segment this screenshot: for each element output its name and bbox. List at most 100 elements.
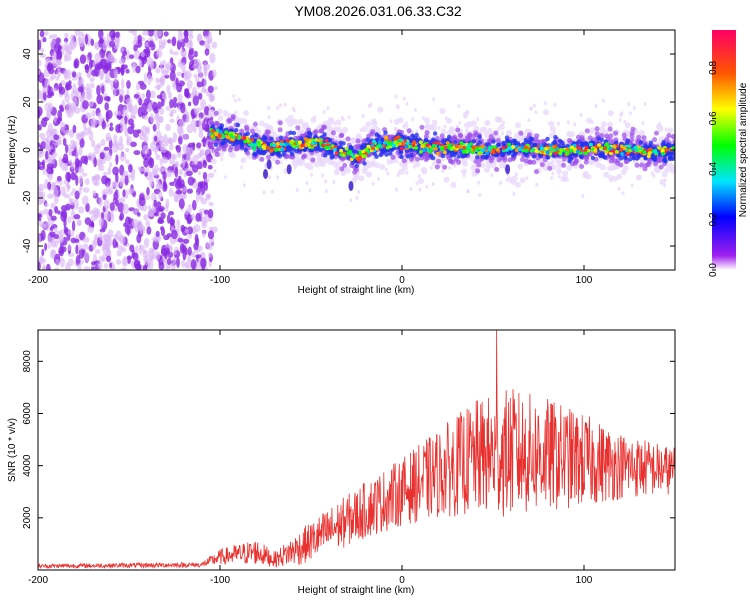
- noise-blob: [195, 212, 201, 222]
- noise-blob: [168, 112, 173, 117]
- noise-blob: [42, 266, 47, 270]
- signal-blob: [423, 134, 429, 139]
- signal-blob: [227, 118, 233, 124]
- faint-point: [267, 115, 271, 120]
- noise-blob: [138, 58, 143, 69]
- signal-blob: [510, 156, 516, 162]
- noise-blob: [159, 107, 165, 116]
- signal-blob: [341, 141, 346, 146]
- faint-point: [431, 182, 435, 187]
- snr-xlabel: Height of straight line (km): [298, 585, 415, 596]
- noise-blob: [143, 157, 150, 168]
- noise-blob: [131, 249, 136, 259]
- noise-blob: [70, 102, 77, 112]
- noise-blob: [143, 237, 150, 248]
- noise-blob: [113, 191, 119, 201]
- noise-blob: [78, 244, 83, 251]
- noise-blob: [186, 112, 190, 121]
- signal-blob: [353, 174, 360, 180]
- faint-point: [385, 167, 388, 172]
- noise-blob: [95, 249, 101, 254]
- signal-blob: [214, 120, 220, 126]
- signal-blob: [616, 153, 622, 158]
- noise-blob: [109, 122, 113, 127]
- x-tick-label: -200: [28, 575, 48, 586]
- signal-blob: [464, 152, 469, 157]
- noise-blob: [210, 95, 215, 102]
- signal-blob: [383, 130, 388, 135]
- faint-point: [525, 176, 529, 181]
- signal-blob: [366, 171, 373, 178]
- noise-blob: [68, 80, 72, 86]
- signal-blob: [423, 117, 430, 124]
- noise-blob: [143, 49, 149, 59]
- noise-blob: [115, 230, 122, 241]
- noise-blob: [122, 189, 126, 198]
- signal-blob: [332, 147, 337, 152]
- noise-blob: [173, 96, 178, 103]
- signal-blob: [393, 140, 398, 145]
- noise-blob: [82, 195, 89, 206]
- faint-point: [396, 105, 400, 110]
- faint-point: [617, 186, 621, 191]
- noise-blob: [107, 166, 112, 176]
- signal-blob: [579, 164, 585, 169]
- faint-point: [402, 96, 406, 101]
- signal-blob: [290, 154, 296, 160]
- signal-blob: [619, 144, 624, 149]
- noise-blob: [61, 157, 69, 164]
- signal-blob: [531, 148, 536, 152]
- noise-blob: [202, 136, 206, 148]
- noise-blob: [118, 88, 125, 96]
- signal-blob: [310, 141, 315, 145]
- noise-blob: [70, 162, 75, 170]
- faint-point: [305, 181, 309, 185]
- noise-blob: [109, 262, 113, 269]
- noise-blob: [143, 73, 148, 83]
- signal-blob: [470, 164, 477, 171]
- noise-blob: [207, 172, 215, 178]
- signal-blob: [458, 144, 463, 149]
- signal-blob: [432, 131, 438, 136]
- noise-blob: [38, 72, 45, 84]
- signal-blob: [310, 157, 316, 163]
- noise-blob: [113, 91, 117, 97]
- faint-point: [448, 165, 452, 170]
- noise-blob: [186, 214, 193, 224]
- signal-blob: [562, 170, 569, 177]
- spectrogram-ylabel: Frequency (Hz): [7, 116, 18, 185]
- noise-blob: [47, 242, 51, 249]
- signal-blob: [653, 161, 658, 167]
- noise-blob: [94, 63, 102, 71]
- signal-blob: [670, 167, 675, 174]
- signal-blob: [327, 159, 334, 165]
- noise-blob: [109, 202, 115, 212]
- faint-point: [220, 157, 224, 162]
- signal-blob: [580, 141, 585, 147]
- signal-blob: [512, 152, 517, 157]
- faint-point: [573, 122, 577, 127]
- signal-blob: [672, 139, 675, 145]
- signal-blob: [603, 146, 608, 150]
- signal-blob: [221, 140, 226, 146]
- signal-blob: [264, 129, 270, 135]
- faint-point: [279, 160, 283, 165]
- noise-blob: [60, 205, 68, 212]
- noise-blob: [178, 119, 186, 128]
- noise-blob: [115, 259, 122, 265]
- noise-blob: [96, 143, 102, 149]
- faint-point: [490, 173, 494, 178]
- signal-blob: [355, 156, 360, 161]
- noise-blob: [144, 41, 150, 47]
- noise-blob: [103, 263, 109, 269]
- noise-blob: [98, 217, 104, 227]
- noise-blob: [38, 59, 42, 67]
- signal-blob: [298, 140, 302, 144]
- signal-blob: [566, 165, 573, 171]
- noise-blob: [187, 246, 192, 256]
- signal-blob: [233, 146, 239, 152]
- noise-blob: [67, 244, 72, 252]
- signal-blob: [647, 159, 653, 165]
- signal-blob: [266, 154, 271, 160]
